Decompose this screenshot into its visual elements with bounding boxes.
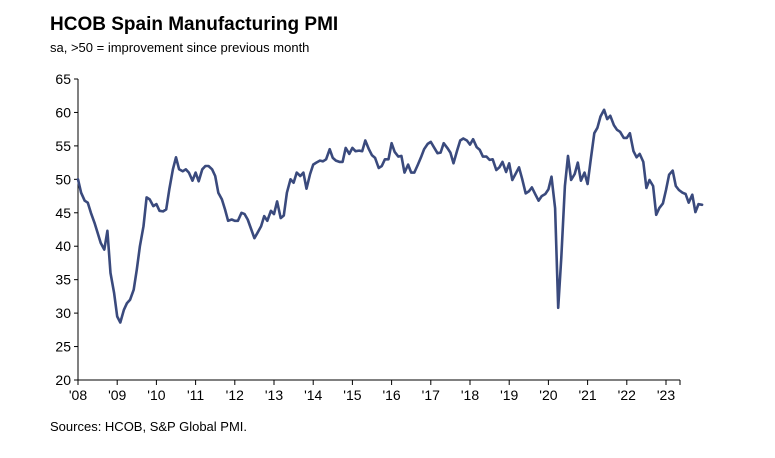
x-tick-label: '22 (618, 387, 636, 403)
y-tick-label: 55 (55, 138, 71, 154)
x-tick-label: '11 (187, 387, 204, 403)
y-tick-label: 45 (55, 205, 71, 221)
y-axis-ticks: 20 25 30 35 40 45 50 55 60 65 (55, 71, 78, 388)
x-tick-label: '12 (226, 387, 244, 403)
x-tick-label: '16 (382, 387, 400, 403)
y-tick-label: 60 (55, 104, 71, 120)
y-tick-label: 40 (55, 238, 71, 254)
x-tick-label: '08 (69, 387, 87, 403)
chart-axes (77, 79, 680, 381)
y-tick-label: 20 (55, 372, 71, 388)
x-tick-label: '18 (461, 387, 479, 403)
x-tick-label: '23 (657, 387, 675, 403)
x-tick-label: '15 (343, 387, 361, 403)
x-tick-label: '09 (108, 387, 126, 403)
x-tick-label: '13 (265, 387, 283, 403)
series-layer (76, 108, 704, 324)
y-tick-label: 35 (55, 272, 71, 288)
chart-source: Sources: HCOB, S&P Global PMI. (50, 419, 247, 434)
y-tick-label: 25 (55, 339, 71, 355)
x-tick-label: '14 (304, 387, 322, 403)
y-tick-label: 30 (55, 305, 71, 321)
x-tick-label: '17 (422, 387, 440, 403)
chart-subtitle: sa, >50 = improvement since previous mon… (50, 40, 310, 55)
y-tick-label: 65 (55, 71, 71, 87)
chart-title: HCOB Spain Manufacturing PMI (50, 14, 339, 35)
x-tick-label: '10 (147, 387, 165, 403)
x-tick-label: '21 (578, 387, 596, 403)
y-tick-label: 50 (55, 171, 71, 187)
x-axis-ticks: '08 '09 '10 '11 '12 '13 '14 '15 '16 '17 '18 '19 '20 '… (69, 380, 681, 403)
x-tick-label: '20 (539, 387, 557, 403)
x-tick-label: '19 (500, 387, 518, 403)
pmi-series-line (76, 108, 704, 324)
